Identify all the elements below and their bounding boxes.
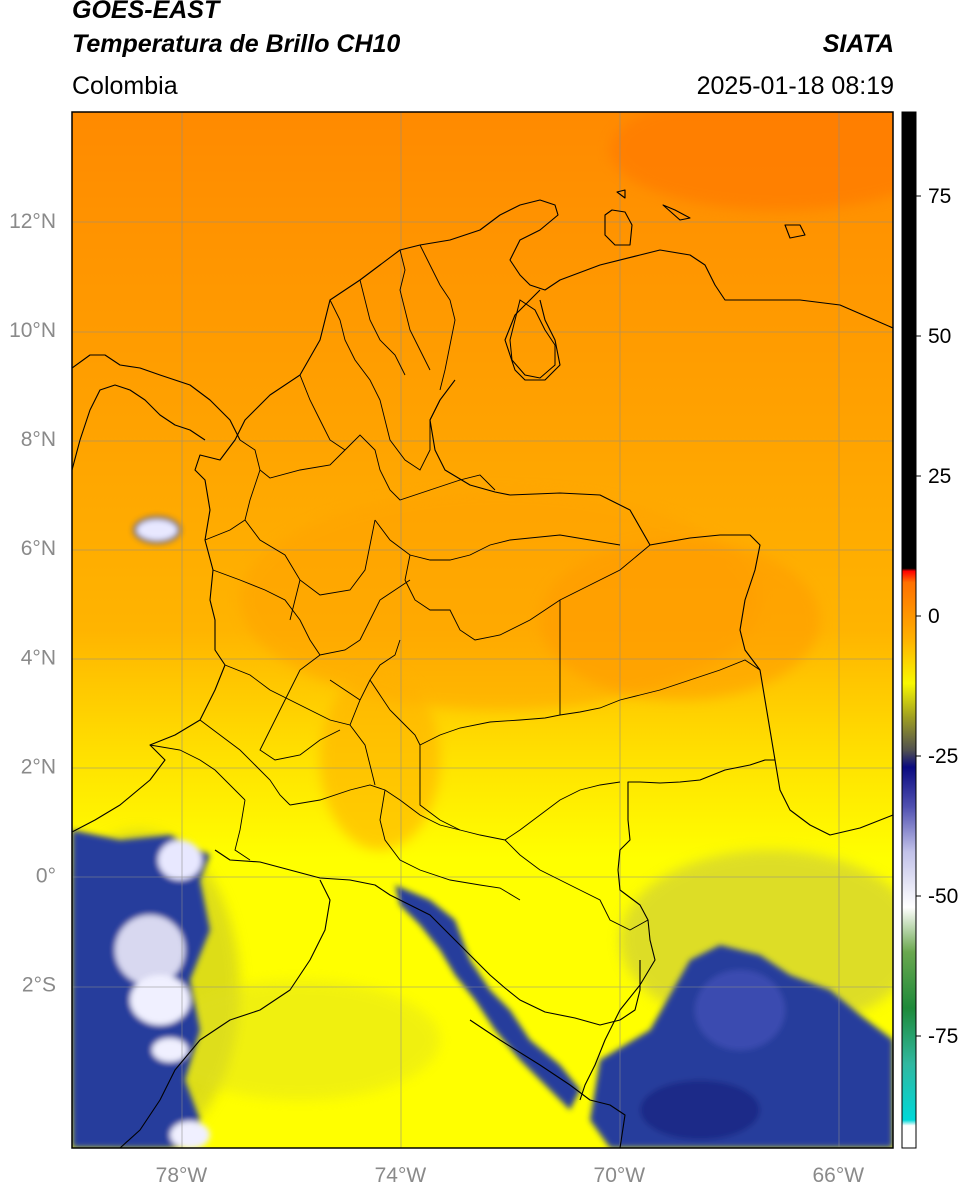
colorbar-ticks: 75 50 25 0 -25 -50 -75 [916,185,958,1048]
department-borders [149,244,761,931]
national-border-south [469,1019,626,1148]
lon-tick-label: 74°W [375,1164,427,1187]
cloud-core-amazon-2 [640,1080,760,1140]
national-border-peru-ecuador [119,879,331,1148]
longitude-tick-labels: 78°W 74°W 70°W 66°W [156,1164,865,1187]
lon-tick-label: 78°W [156,1164,208,1187]
coastline-venezuela-islands-1 [604,209,633,246]
national-border-colombia-peru-ecuador [214,849,641,1026]
lat-tick-label: 2°N [21,755,56,778]
colorbar-tick-label: 0 [928,605,940,628]
national-border-colombia-east [429,379,893,836]
borders [72,189,893,1148]
datetime-label: 2025-01-18 08:19 [696,72,894,100]
product-title: Temperatura de Brillo CH10 [72,30,401,58]
coastline-venezuela-islands-3 [784,224,806,239]
lat-tick-label: 12°N [9,210,56,233]
lon-tick-label: 66°W [812,1164,864,1187]
colorbar-tick-label: 50 [928,325,951,348]
colorbar-frame [901,111,917,1149]
colorbar-tick-label: -25 [928,745,958,768]
lat-tick-label: 6°N [21,537,56,560]
cold-cloud-tops [72,516,893,1148]
colorbar-tick-label: 25 [928,465,951,488]
coastline-venezuela-islands-2 [662,204,691,221]
region-label: Colombia [72,72,178,100]
satellite-title: GOES-EAST [72,0,220,24]
lon-tick-label: 70°W [594,1164,646,1187]
colorbar-tick-label: -75 [928,1025,958,1048]
lat-tick-label: 8°N [21,428,56,451]
cloud-core-amazon [695,970,785,1050]
lat-tick-label: 10°N [9,319,56,342]
olive-region-south [160,980,440,1100]
latitude-tick-labels: 12°N 10°N 8°N 6°N 4°N 2°N 0° 2°S [9,210,56,996]
map-frame [71,111,894,1149]
warm-region-northeast [610,112,893,210]
cloud-core-2 [130,975,190,1025]
lake-maracaibo [509,299,556,379]
cloud-core-1 [115,915,185,985]
map-area [72,112,893,1148]
lat-tick-label: 0° [36,864,56,887]
colorbar-tick-label: 75 [928,185,951,208]
warm-region-east [540,540,820,700]
cloud-core-3 [158,840,202,880]
national-border-colombia-venezuela [504,289,561,381]
coastline-venezuela-islands-4 [616,189,626,199]
cloud-pacific-isolated [133,516,181,544]
warm-region-south [320,670,440,850]
lat-tick-label: 4°N [21,646,56,669]
source-label: SIATA [822,30,894,58]
lat-tick-label: 2°S [22,973,56,996]
national-border-colombia-brazil [579,759,775,1101]
cloud-core-4 [152,1038,188,1062]
cloud-core-5 [170,1121,210,1148]
coastline-panama [72,354,241,471]
national-border-colombia [72,199,893,833]
colorbar [902,112,916,1148]
graticule [72,112,893,1148]
colorbar-tick-label: -50 [928,885,958,908]
cloud-band-andes [395,885,580,1110]
